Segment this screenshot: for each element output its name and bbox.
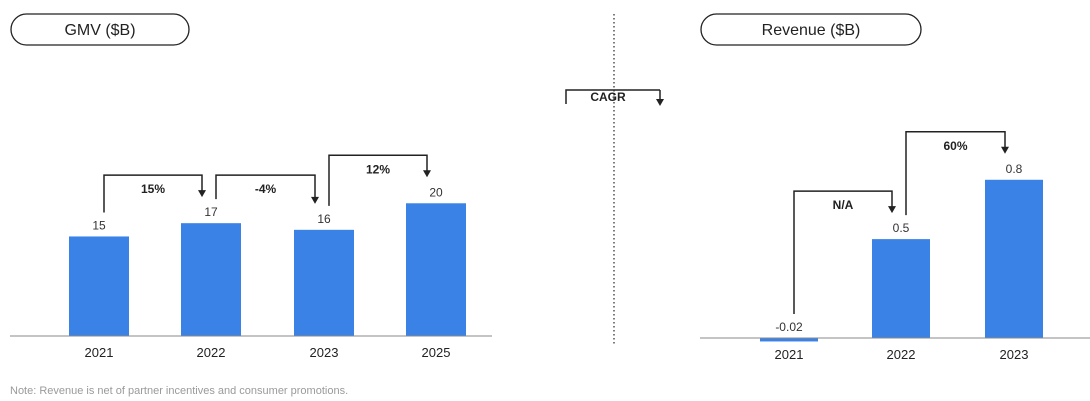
revenue-chart: -0.02 2021 0.5 2022 0.8 2023 N/A 60% xyxy=(700,131,1090,362)
gmv-cagr-label-1: 15% xyxy=(141,182,165,196)
chart: GMV ($B) Revenue ($B) CAGR 1520211720221… xyxy=(10,13,1090,362)
cagr-legend: CAGR xyxy=(565,89,664,106)
gmv-value-label-2025: 20 xyxy=(429,185,443,199)
gmv-tick-2021: 2021 xyxy=(85,345,114,360)
gmv-title: GMV ($B) xyxy=(64,22,135,39)
revenue-cagr-label-2: 60% xyxy=(943,139,967,153)
gmv-cagr-bracket-2: -4% xyxy=(215,174,319,204)
revenue-bar-2023 xyxy=(985,179,1043,338)
gmv-tick-2025: 2025 xyxy=(422,345,451,360)
gmv-bar-2023 xyxy=(294,229,354,336)
gmv-bar-2022 xyxy=(181,223,241,336)
revenue-cagr-bracket-1: N/A xyxy=(793,190,896,314)
gmv-cagr-bracket-3: 12% xyxy=(328,154,431,206)
gmv-title-pill xyxy=(10,13,190,46)
gmv-value-label-2022: 17 xyxy=(204,205,218,219)
revenue-value-label-2021: -0.02 xyxy=(775,320,803,334)
gmv-tick-2023: 2023 xyxy=(310,345,339,360)
gmv-cagr-label-3: 12% xyxy=(366,162,390,176)
revenue-cagr-label-1: N/A xyxy=(833,198,854,212)
revenue-tick-2021: 2021 xyxy=(775,347,804,362)
gmv-cagr-label-2: -4% xyxy=(255,182,277,196)
cagr-legend-label: CAGR xyxy=(590,90,626,104)
gmv-bar-2021 xyxy=(69,236,129,336)
revenue-tick-2022: 2022 xyxy=(887,347,916,362)
gmv-value-label-2023: 16 xyxy=(317,212,331,226)
revenue-value-label-2023: 0.8 xyxy=(1006,162,1023,176)
gmv-bar-2025 xyxy=(406,203,466,336)
revenue-value-label-2022: 0.5 xyxy=(893,221,910,235)
revenue-tick-2023: 2023 xyxy=(1000,347,1029,362)
gmv-cagr-bracket-1: 15% xyxy=(103,174,206,213)
revenue-title: Revenue ($B) xyxy=(762,22,861,39)
gmv-value-label-2021: 15 xyxy=(92,218,106,232)
gmv-tick-2022: 2022 xyxy=(197,345,226,360)
revenue-bar-2022 xyxy=(872,239,930,338)
revenue-cagr-bracket-2: 60% xyxy=(905,131,1009,216)
revenue-bar-2021 xyxy=(760,337,818,342)
gmv-chart: 15 2021 17 2022 16 2023 20 2025 15% -4% 12% xyxy=(10,154,492,360)
footnote: Note: Revenue is net of partner incentiv… xyxy=(10,385,349,397)
revenue-title-pill xyxy=(700,13,922,46)
